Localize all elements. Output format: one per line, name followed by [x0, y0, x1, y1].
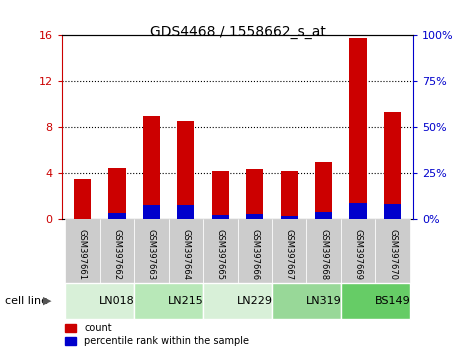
Bar — [384, 113, 401, 219]
Bar — [74, 179, 91, 219]
FancyBboxPatch shape — [341, 283, 410, 319]
FancyBboxPatch shape — [203, 219, 238, 283]
Text: GSM397663: GSM397663 — [147, 229, 156, 280]
Bar — [212, 215, 229, 219]
Bar — [74, 218, 91, 219]
Text: GSM397670: GSM397670 — [388, 229, 397, 280]
FancyBboxPatch shape — [341, 219, 375, 283]
Bar — [315, 212, 332, 219]
Text: GSM397665: GSM397665 — [216, 229, 225, 280]
Legend: count, percentile rank within the sample: count, percentile rank within the sample — [62, 320, 252, 349]
Text: BS149: BS149 — [375, 296, 410, 306]
Bar — [281, 171, 298, 219]
FancyBboxPatch shape — [203, 283, 272, 319]
Text: GSM397669: GSM397669 — [353, 229, 362, 280]
FancyBboxPatch shape — [272, 283, 341, 319]
Bar — [142, 205, 160, 219]
Text: GSM397664: GSM397664 — [181, 229, 190, 280]
Bar — [177, 120, 194, 219]
Text: GSM397661: GSM397661 — [78, 229, 87, 280]
Bar — [108, 168, 125, 219]
Bar — [212, 171, 229, 219]
Bar — [246, 169, 263, 219]
FancyBboxPatch shape — [306, 219, 341, 283]
Text: ▶: ▶ — [43, 296, 51, 306]
FancyBboxPatch shape — [375, 219, 410, 283]
FancyBboxPatch shape — [65, 283, 134, 319]
Text: GSM397662: GSM397662 — [113, 229, 122, 280]
Bar — [108, 213, 125, 219]
Bar — [350, 203, 367, 219]
Text: GSM397668: GSM397668 — [319, 229, 328, 280]
Bar — [177, 205, 194, 219]
Bar — [281, 216, 298, 219]
Bar — [384, 204, 401, 219]
FancyBboxPatch shape — [134, 283, 203, 319]
FancyBboxPatch shape — [100, 219, 134, 283]
Bar — [315, 162, 332, 219]
Bar — [350, 38, 367, 219]
Text: LN229: LN229 — [237, 296, 273, 306]
Text: GDS4468 / 1558662_s_at: GDS4468 / 1558662_s_at — [150, 25, 325, 39]
FancyBboxPatch shape — [272, 219, 306, 283]
Text: LN215: LN215 — [168, 296, 204, 306]
Text: LN319: LN319 — [306, 296, 342, 306]
Text: cell line: cell line — [5, 296, 51, 306]
Text: GSM397666: GSM397666 — [250, 229, 259, 280]
Bar — [142, 116, 160, 219]
FancyBboxPatch shape — [169, 219, 203, 283]
FancyBboxPatch shape — [65, 219, 100, 283]
Text: GSM397667: GSM397667 — [285, 229, 294, 280]
Text: LN018: LN018 — [99, 296, 135, 306]
FancyBboxPatch shape — [238, 219, 272, 283]
FancyBboxPatch shape — [134, 219, 169, 283]
Bar — [246, 214, 263, 219]
